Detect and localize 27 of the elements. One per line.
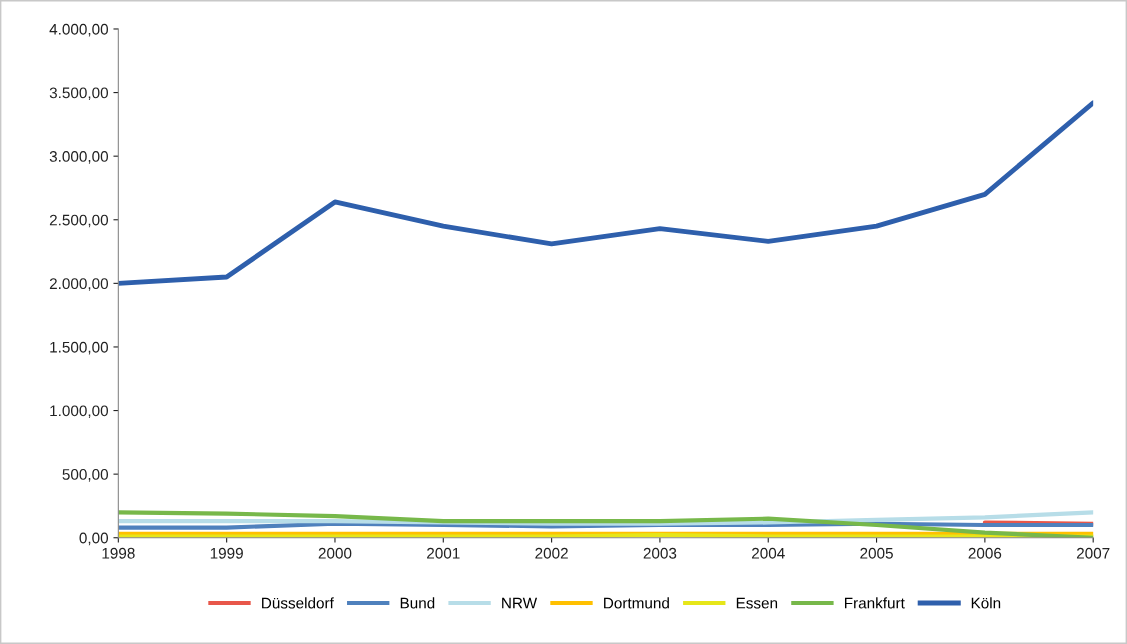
legend-label: Dortmund [604,597,669,609]
y-tick-label: 2.000,00 [49,278,109,291]
y-tick-label: 4.000,00 [49,23,109,37]
x-tick-label: 2006 [968,547,1002,559]
x-tick-label: 2003 [643,547,677,559]
x-tick-label: 2000 [318,547,352,559]
x-tick-label: 2001 [427,547,460,559]
legend-label: Köln [971,597,1001,609]
y-tick-label: 2.500,00 [49,214,109,228]
line-series [118,100,1094,286]
legend-label: NRW [502,597,538,609]
y-tick-label: 1.000,00 [50,405,109,419]
y-tick-label: 500,00 [62,469,109,482]
legend-label: Düsseldorf [262,597,334,609]
legend-label: Essen [736,597,778,609]
x-tick-label: 2002 [535,547,568,559]
x-tick-label: 2005 [860,547,893,559]
y-tick-label: 0,00 [79,532,109,546]
x-tick-label: 2007 [1076,547,1110,559]
x-tick-label: 1998 [102,547,135,559]
y-tick-label: 3.000,00 [49,151,109,164]
y-tick-label: 1.500,00 [50,341,109,355]
x-tick-label: 1999 [210,547,243,559]
legend-label: Bund [400,597,435,609]
y-tick-label: 3.500,00 [49,87,109,101]
legend-label: Frankfurt [844,597,905,609]
x-tick-label: 2004 [752,547,785,559]
